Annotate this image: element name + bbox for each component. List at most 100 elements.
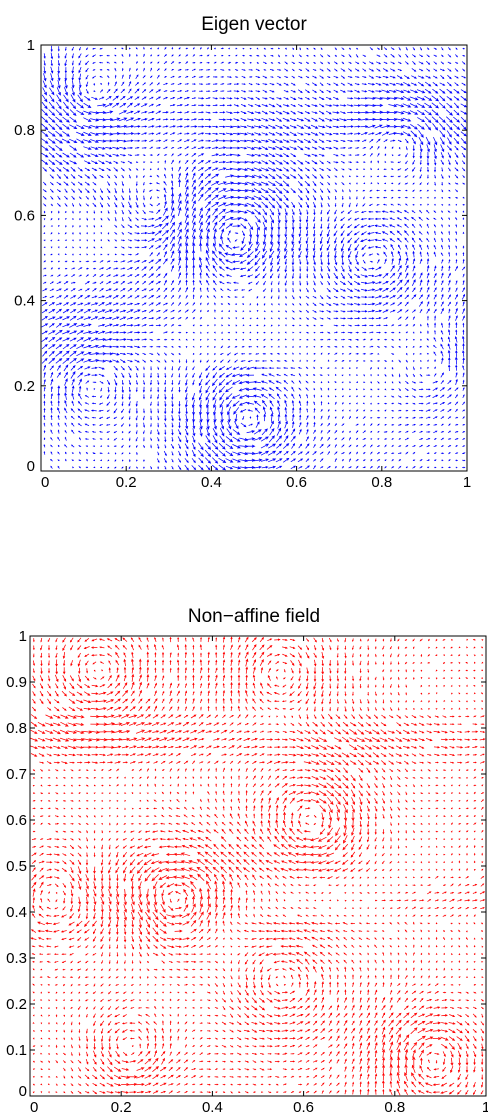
- quiver-arrow: [100, 928, 104, 935]
- quiver-arrow: [355, 430, 359, 434]
- quiver-arrow: [42, 87, 47, 96]
- quiver-arrow: [121, 74, 124, 79]
- quiver-arrow: [327, 338, 331, 341]
- quiver-arrow: [93, 1050, 97, 1058]
- quiver-arrow: [419, 47, 423, 51]
- quiver-arrow: [447, 272, 451, 279]
- quiver-arrow: [52, 922, 60, 926]
- quiver-arrow: [390, 196, 394, 199]
- quiver-arrow: [341, 195, 344, 201]
- quiver-arrow: [99, 202, 104, 208]
- quiver-arrow: [99, 1066, 105, 1072]
- quiver-arrow: [348, 324, 353, 327]
- quiver-arrow: [98, 295, 106, 299]
- quiver-arrow: [93, 983, 96, 987]
- quiver-arrow: [76, 316, 84, 321]
- quiver-arrow: [101, 815, 104, 818]
- quiver-arrow: [270, 47, 274, 50]
- quiver-arrow: [78, 896, 82, 906]
- quiver-arrow: [57, 73, 61, 82]
- quiver-arrow: [319, 451, 324, 455]
- quiver-arrow: [238, 387, 248, 392]
- quiver-arrow: [200, 331, 202, 334]
- quiver-arrow: [215, 968, 218, 971]
- quiver-arrow: [40, 667, 43, 675]
- quiver-arrow: [69, 637, 74, 643]
- quiver-arrow: [319, 273, 324, 279]
- quiver-arrow: [79, 218, 81, 221]
- quiver-arrow: [349, 430, 352, 433]
- quiver-arrow: [206, 287, 209, 293]
- quiver-arrow: [263, 303, 266, 306]
- quiver-arrow: [185, 75, 189, 78]
- quiver-arrow: [215, 920, 218, 926]
- quiver-arrow: [241, 83, 246, 85]
- quiver-arrow: [206, 937, 211, 941]
- quiver-arrow: [297, 138, 304, 143]
- quiver-arrow: [134, 274, 140, 278]
- quiver-arrow: [426, 402, 431, 405]
- quiver-arrow: [119, 132, 127, 136]
- quiver-arrow: [419, 167, 422, 173]
- quiver-arrow: [98, 316, 106, 320]
- quiver-arrow: [171, 429, 174, 436]
- quiver-arrow: [249, 310, 252, 313]
- quiver-arrow: [404, 138, 409, 144]
- quiver-arrow: [142, 89, 147, 93]
- quiver-arrow: [71, 203, 74, 208]
- quiver-arrow: [90, 330, 99, 334]
- quiver-arrow: [125, 117, 135, 122]
- quiver-arrow: [440, 416, 445, 420]
- quiver-arrow: [70, 991, 73, 994]
- quiver-arrow: [185, 272, 188, 279]
- quiver-arrow: [214, 1029, 219, 1032]
- quiver-arrow: [126, 324, 134, 327]
- quiver-arrow: [170, 118, 176, 121]
- quiver-arrow: [39, 976, 43, 979]
- quiver-arrow: [334, 182, 337, 185]
- quiver-arrow: [225, 146, 234, 150]
- quiver-arrow: [220, 295, 223, 298]
- quiver-arrow: [62, 131, 71, 137]
- quiver-arrow: [183, 968, 189, 971]
- quiver-arrow: [30, 929, 37, 933]
- quiver-arrow: [112, 324, 120, 327]
- quiver-arrow: [170, 242, 175, 252]
- quiver-arrow: [76, 330, 84, 335]
- quiver-arrow: [184, 783, 187, 787]
- quiver-arrow: [375, 266, 382, 271]
- quiver-arrow: [178, 373, 181, 378]
- quiver-arrow: [424, 102, 433, 109]
- quiver-arrow: [334, 451, 338, 455]
- quiver-arrow: [151, 874, 159, 882]
- quiver-arrow: [391, 366, 394, 370]
- quiver-arrow: [305, 309, 309, 313]
- quiver-arrow: [162, 682, 165, 689]
- quiver-arrow: [136, 1090, 145, 1094]
- quiver-arrow: [305, 317, 310, 320]
- quiver-arrow: [404, 237, 409, 243]
- quiver-arrow: [327, 387, 330, 391]
- quiver-arrow: [79, 47, 81, 51]
- quiver-arrow: [178, 294, 181, 299]
- quiver-arrow: [218, 139, 227, 143]
- quiver-arrow: [136, 745, 145, 749]
- quiver-arrow: [184, 697, 188, 704]
- quiver-arrow: [462, 342, 465, 350]
- quiver-arrow: [199, 207, 203, 216]
- quiver-arrow: [185, 172, 189, 180]
- quiver-arrow: [348, 68, 353, 72]
- quiver-arrow: [355, 203, 358, 208]
- quiver-arrow: [127, 281, 133, 284]
- quiver-arrow: [207, 651, 210, 658]
- quiver-arrow: [212, 76, 218, 78]
- quiver-arrow: [185, 286, 188, 293]
- quiver-arrow: [313, 266, 316, 272]
- quiver-arrow: [78, 913, 81, 919]
- quiver-arrow: [169, 228, 176, 237]
- quiver-arrow: [256, 317, 259, 320]
- quiver-arrow: [85, 466, 89, 469]
- quiver-arrow: [62, 337, 70, 342]
- quiver-arrow: [199, 352, 202, 356]
- quiver-arrow: [161, 1013, 164, 1017]
